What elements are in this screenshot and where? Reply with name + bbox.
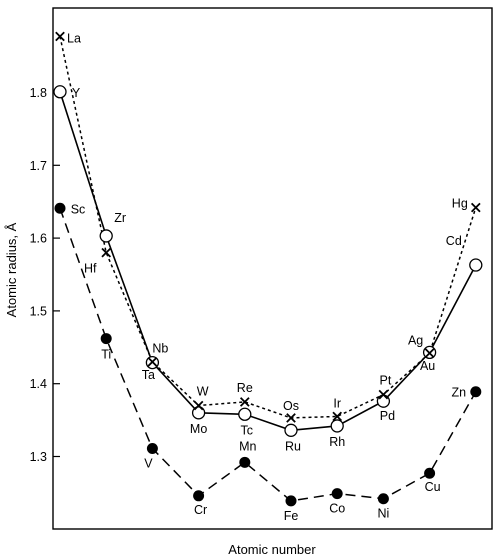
y-tick-label: 1.7 [30,159,47,173]
data-point [239,456,251,468]
point-label: Re [237,381,253,395]
x-axis-title: Atomic number [228,542,316,557]
data-point [193,490,205,502]
point-label: Tc [241,423,254,437]
point-label: V [144,456,153,470]
data-point [376,394,391,408]
data-point [99,229,113,243]
y-tick-label: 1.6 [30,232,47,246]
data-point [193,400,204,411]
point-label: Pt [379,374,391,388]
plot-frame [52,7,493,530]
data-point [286,413,296,423]
data-point [53,85,67,99]
point-label: Zn [452,386,467,400]
point-labels: Sc Ti V Cr Mn Fe Co Ni Cu Zn Y Zr Nb Mo Tc Ru Rh Pd Ag Cd La… [67,31,468,522]
point-label: Ag [408,333,423,347]
point-label: Ni [377,507,389,521]
point-label: Hg [452,197,468,211]
point-label: Hf [84,262,97,276]
y-axis-title: Atomic radius, Å [4,222,19,317]
series-lines [59,36,477,502]
data-point [55,31,65,42]
data-point [377,493,389,505]
data-point [330,419,344,433]
point-label: Pd [380,409,395,423]
point-label: Au [420,359,435,373]
data-point [424,348,435,358]
point-label: Ir [333,396,341,410]
point-label: Nb [152,342,168,356]
point-label: Cu [425,480,441,494]
data-point [146,442,158,454]
y-tick-label: 1.4 [30,377,47,391]
data-point [100,333,112,345]
point-label: W [197,385,209,399]
data-point [54,202,66,214]
point-label: Mn [239,439,256,453]
data-point [469,258,483,272]
series-line-solid [59,91,477,432]
data-point [470,386,482,398]
y-tick-label: 1.8 [30,86,47,100]
data-point [191,406,206,420]
series-markers [53,31,483,507]
point-label: Os [283,399,299,413]
point-label: Ru [285,439,301,453]
data-point [331,488,343,500]
data-point [239,397,250,407]
point-label: Rh [329,435,345,449]
series-line-dotted [59,36,477,419]
data-point [424,467,436,479]
y-axis: 1.3 1.4 1.5 1.6 1.7 1.8 [30,86,60,464]
point-label: Mo [190,422,207,436]
point-label: Ti [101,348,111,362]
point-label: Fe [284,509,299,523]
point-label: Cr [194,503,207,517]
data-point [470,202,481,213]
data-point [238,407,252,421]
y-tick-label: 1.5 [30,304,47,318]
point-label: Zr [114,211,126,225]
y-tick-label: 1.3 [30,450,47,464]
data-point [378,389,389,400]
data-point [332,411,343,422]
point-label: Sc [71,202,86,216]
series-line-dashed [59,208,477,502]
point-label: Co [329,502,345,516]
point-label: Y [72,86,81,100]
point-label: La [67,31,81,45]
data-point [101,247,112,258]
data-point [285,495,297,507]
point-label: Cd [446,234,462,248]
point-label: Ta [142,368,155,382]
data-point [147,357,158,367]
data-point [284,423,298,437]
